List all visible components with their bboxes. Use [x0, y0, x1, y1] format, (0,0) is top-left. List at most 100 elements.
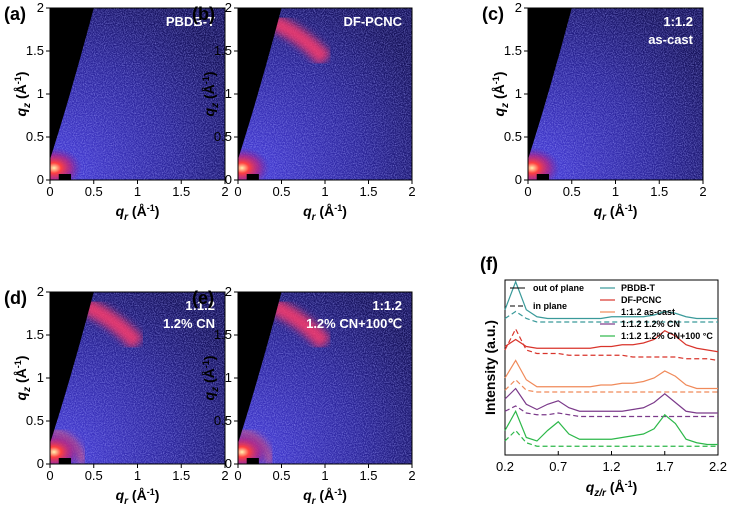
axis-symbol: q [594, 203, 603, 219]
y-tick-label: 1.5 [504, 43, 522, 58]
y-tick-label: 2 [37, 0, 44, 15]
panel-letter: (c) [482, 4, 504, 24]
x-tick-label: 1.2 [602, 459, 620, 474]
panel-letter: (d) [4, 288, 27, 308]
axis-symbol: q [586, 479, 595, 495]
legend-label: DF-PCNC [621, 295, 662, 305]
axis-label: qr (Å-1) [594, 203, 638, 223]
axis-symbol: q [303, 203, 312, 219]
x-tick-label: 1 [321, 184, 328, 199]
axis-symbol: q [201, 107, 217, 116]
y-tick-label: 0 [225, 456, 232, 471]
y-tick-label: 1 [225, 86, 232, 101]
axis-label: qr (Å-1) [116, 487, 160, 507]
series-line [504, 327, 719, 362]
detector-image [50, 292, 225, 464]
annotation: 1.2% CN+100℃ [306, 316, 402, 331]
axis-label: qz (Å-1) [13, 356, 33, 401]
axis-symbol: q [13, 391, 29, 400]
x-tick-label: 2 [408, 184, 415, 199]
beam-stop [58, 174, 71, 180]
x-tick-label: 0.5 [85, 184, 103, 199]
x-tick-label: 2 [221, 184, 228, 199]
beam-spot [238, 431, 270, 464]
x-tick-label: 1.5 [650, 184, 668, 199]
y-tick-label: 2 [37, 284, 44, 299]
annotation: DF-PCNC [344, 14, 403, 29]
y-tick-label: 1.5 [26, 327, 44, 342]
y-tick-label: 1.5 [214, 43, 232, 58]
axis-label: qz (Å-1) [201, 72, 221, 117]
axis-unit: (Å [491, 84, 507, 103]
legend-label: PBDB-T [621, 283, 655, 293]
y-tick-label: 0 [37, 456, 44, 471]
legend-label: out of plane [533, 283, 584, 293]
axis-label: Intensity (a.u.) [482, 320, 498, 415]
legend-label: 1:1.2 as-cast [621, 307, 675, 317]
panel-letter: (f) [480, 254, 498, 274]
axis-subscript: z [500, 103, 511, 109]
series-line [504, 409, 718, 446]
x-tick-label: 0 [234, 184, 241, 199]
axis-subscript: z [22, 387, 33, 393]
y-tick-label: 0 [37, 172, 44, 187]
missing-wedge [528, 8, 572, 160]
y-tick-label: 2 [515, 0, 522, 15]
missing-wedge [238, 292, 282, 444]
beam-spot [528, 147, 560, 180]
axis-superscript: -1 [625, 203, 633, 213]
x-tick-label: 1.5 [359, 468, 377, 483]
axis-unit: (Å [316, 487, 335, 503]
x-tick-label: 0 [234, 468, 241, 483]
missing-wedge [238, 8, 282, 160]
x-tick-label: 0 [46, 468, 53, 483]
x-tick-label: 1 [321, 468, 328, 483]
x-tick-label: 1.5 [359, 184, 377, 199]
axis-superscript: -1 [147, 487, 155, 497]
x-tick-label: 0.5 [563, 184, 581, 199]
axis-label: qz/r (Å-1) [586, 479, 638, 499]
axis-label: qz (Å-1) [13, 72, 33, 117]
beam-spot [50, 431, 82, 464]
axis-superscript: -1 [491, 76, 501, 84]
axis-unit-end: ) [633, 479, 638, 495]
axis-superscript: -1 [201, 360, 211, 368]
y-tick-label: 1 [225, 370, 232, 385]
y-tick-label: 1 [37, 370, 44, 385]
axis-label: qz (Å-1) [201, 356, 221, 401]
beam-stop [246, 458, 259, 464]
y-tick-label: 1 [37, 86, 44, 101]
x-tick-label: 1.7 [656, 459, 674, 474]
panel-letter: (b) [192, 4, 215, 24]
axis-unit-end: ) [13, 356, 29, 361]
axis-symbol: q [116, 487, 125, 503]
axis-subscript: r [124, 212, 129, 223]
x-tick-label: 0 [524, 184, 531, 199]
x-tick-label: 0.2 [496, 459, 514, 474]
axis-superscript: -1 [147, 203, 155, 213]
y-tick-label: 0 [515, 172, 522, 187]
axis-unit-end: ) [342, 203, 347, 219]
axis-unit: (Å [201, 368, 217, 387]
axis-subscript: r [124, 496, 129, 507]
axis-unit-end: ) [201, 72, 217, 77]
axis-superscript: -1 [13, 360, 23, 368]
axis-label: qr (Å-1) [303, 487, 347, 507]
x-tick-label: 1 [134, 468, 141, 483]
series-line [504, 280, 718, 320]
x-tick-label: 0 [46, 184, 53, 199]
y-tick-label: 1.5 [214, 327, 232, 342]
axis-subscript: r [312, 212, 317, 223]
detector-image [50, 8, 225, 180]
axis-subscript: z [210, 387, 221, 393]
x-tick-label: 2 [221, 468, 228, 483]
axis-label: qz (Å-1) [491, 72, 511, 117]
y-tick-label: 0.5 [26, 129, 44, 144]
annotation: 1:1.2 [663, 14, 693, 29]
detector-image [238, 8, 412, 180]
missing-wedge [50, 292, 94, 444]
axis-symbol: q [116, 203, 125, 219]
beam-stop [246, 174, 259, 180]
axis-unit: (Å [316, 203, 335, 219]
axis-symbol: q [491, 107, 507, 116]
